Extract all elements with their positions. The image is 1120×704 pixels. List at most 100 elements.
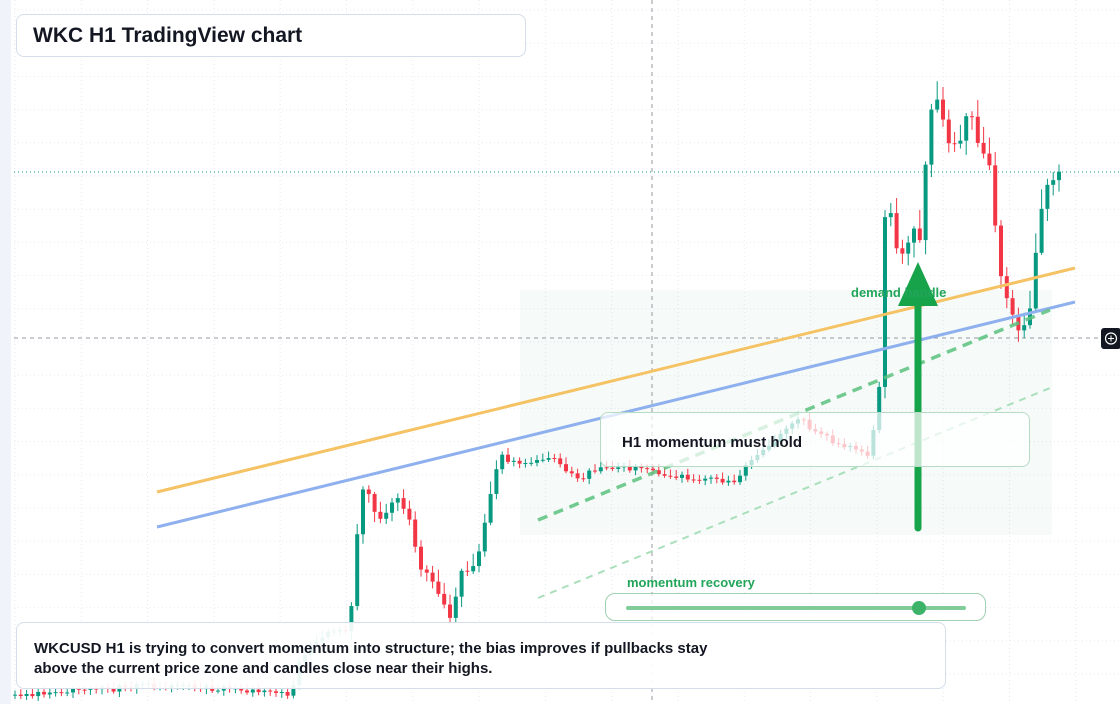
candle-body xyxy=(929,109,934,165)
candle-body xyxy=(71,688,75,693)
candle-body xyxy=(668,475,673,477)
candle-body xyxy=(923,164,928,241)
candle-body xyxy=(413,519,418,547)
candle-body xyxy=(42,691,46,695)
candle-body xyxy=(981,142,986,154)
candle-body xyxy=(1010,298,1015,315)
candle-body xyxy=(564,464,568,472)
candle-body xyxy=(18,694,23,697)
candle-body xyxy=(239,688,244,691)
candle-body xyxy=(883,217,887,387)
candle-body xyxy=(691,479,696,481)
momentum-text: H1 momentum must hold xyxy=(622,434,803,451)
candle-body xyxy=(511,460,516,462)
candle-body xyxy=(894,213,899,249)
candle-body xyxy=(598,467,603,472)
candle-body xyxy=(401,498,406,509)
candle-body xyxy=(703,478,708,481)
add-icon xyxy=(1104,332,1118,345)
candle-body xyxy=(436,581,441,594)
candle-body xyxy=(361,489,365,535)
candle-body xyxy=(395,498,400,503)
title-panel: WKC H1 TradingView chart xyxy=(16,14,526,57)
candle-body xyxy=(88,688,93,690)
candle-body xyxy=(610,467,615,469)
title: WKC H1 TradingView chart xyxy=(33,24,303,47)
candle-body xyxy=(581,478,586,480)
candle-body xyxy=(958,140,963,144)
candle-body xyxy=(459,570,464,597)
candle-body xyxy=(1022,325,1027,331)
candle-body xyxy=(30,693,35,697)
candle-body xyxy=(47,692,52,695)
candle-body xyxy=(477,551,481,567)
arrow-head xyxy=(898,262,938,306)
candle-body xyxy=(1039,208,1044,253)
candle-body xyxy=(651,468,655,471)
left-strip xyxy=(0,0,11,704)
candle-body xyxy=(558,458,563,465)
grid xyxy=(14,0,1120,704)
candle-body xyxy=(639,466,644,469)
candle-body xyxy=(59,692,64,694)
candle-body xyxy=(535,460,539,463)
candle-body xyxy=(517,460,522,464)
candle-body xyxy=(900,248,905,254)
candle-body xyxy=(714,477,719,479)
candle-body xyxy=(268,690,273,692)
candle-body xyxy=(1045,184,1050,209)
candle-body xyxy=(604,467,609,469)
candle-body xyxy=(245,690,249,693)
candle-body xyxy=(465,570,470,572)
slider-label: momentum recovery xyxy=(627,575,755,590)
candle-body xyxy=(917,228,922,241)
candle-body xyxy=(627,466,632,471)
candle-body xyxy=(13,694,17,696)
candle-body xyxy=(448,604,452,618)
candles xyxy=(13,81,1061,701)
candle-body xyxy=(587,470,592,479)
candle-body xyxy=(24,693,29,697)
footer-text: WKCUSD H1 is trying to convert momentum … xyxy=(34,640,708,677)
candle-body xyxy=(355,534,360,607)
candle-body xyxy=(888,213,893,218)
candle-body xyxy=(262,690,267,693)
candle-body xyxy=(482,522,487,552)
candle-body xyxy=(285,692,290,696)
candle-body xyxy=(946,119,951,144)
candle-body xyxy=(680,474,684,478)
candle-body xyxy=(941,99,945,120)
candle-body xyxy=(732,480,737,483)
candle-body xyxy=(111,688,116,692)
candle-body xyxy=(378,511,383,519)
candle-body xyxy=(94,688,99,690)
candle-body xyxy=(674,476,679,478)
candle-body xyxy=(419,546,423,570)
candle-body xyxy=(743,465,748,476)
candle-body xyxy=(53,692,58,694)
candle-body xyxy=(952,143,957,145)
candle-body xyxy=(494,469,499,494)
slider[interactable] xyxy=(605,593,986,621)
candle-body xyxy=(1004,276,1009,299)
candle-body xyxy=(569,471,574,474)
candle-body xyxy=(697,479,702,481)
candle-body xyxy=(506,454,510,462)
candle-body xyxy=(430,572,435,582)
candle-body xyxy=(877,386,882,431)
candle-body xyxy=(349,606,354,632)
candle-body xyxy=(36,691,41,697)
candle-body xyxy=(442,593,447,605)
candle-body xyxy=(720,478,725,483)
candle-body xyxy=(250,689,255,693)
candle-body xyxy=(540,459,545,461)
knob[interactable] xyxy=(912,601,926,615)
candle-body xyxy=(935,99,940,110)
candle-body xyxy=(633,466,638,471)
candle-body xyxy=(82,689,87,691)
candle-body xyxy=(662,474,667,476)
candle-body xyxy=(970,116,974,118)
candle-body xyxy=(256,689,261,693)
add-button[interactable] xyxy=(1101,328,1120,349)
